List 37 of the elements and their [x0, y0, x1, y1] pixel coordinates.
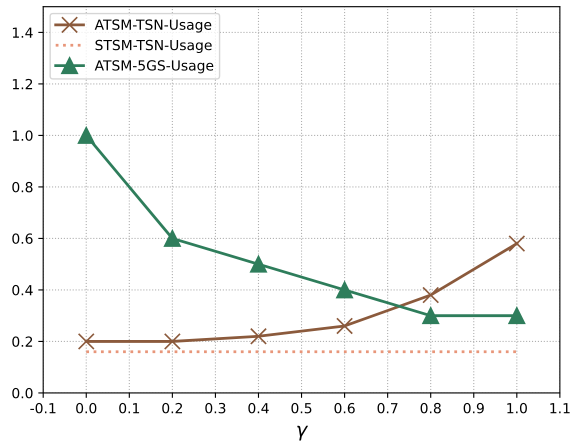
point — [250, 256, 267, 273]
x-tick-label: 0.3 — [205, 402, 226, 414]
point — [250, 328, 267, 345]
y-tick-label: 1.0 — [12, 130, 33, 141]
point — [164, 230, 181, 247]
point — [164, 332, 181, 350]
x-tick-label: 0.0 — [76, 402, 96, 414]
point — [508, 307, 526, 324]
point — [508, 235, 526, 252]
y-tick-label: 0.6 — [12, 233, 33, 244]
x-tick-label: 0.6 — [334, 402, 355, 414]
legend-label: STSM-TSN-Usage — [96, 40, 212, 53]
y-tick-label: 1.4 — [12, 28, 33, 38]
x-tick-label: 0.7 — [378, 402, 398, 414]
point — [78, 126, 95, 144]
y-tick-label: 0.0 — [12, 388, 33, 398]
x-tick-label: 0.1 — [119, 402, 140, 414]
y-tick-label: 0.4 — [12, 284, 33, 296]
x-tick-label: 0.8 — [420, 402, 441, 414]
point — [422, 286, 440, 304]
legend-label: ATSM-5GS-Usage — [94, 60, 214, 74]
point — [78, 332, 95, 350]
y-tick-label: 1.2 — [12, 78, 32, 90]
point — [336, 281, 354, 298]
point — [422, 307, 440, 324]
x-tick-label: 0.4 — [248, 402, 269, 414]
point — [336, 318, 354, 334]
x-tick-label: 0.5 — [291, 402, 312, 414]
y-tick-label: 0.8 — [12, 182, 33, 192]
x-tick-label: -0.1 — [30, 402, 56, 414]
x-tick-label: 0.2 — [162, 402, 182, 414]
x-axis-title: γ — [297, 426, 308, 440]
x-tick-label: 0.9 — [464, 402, 484, 414]
x-tick-label: 1.0 — [507, 402, 527, 414]
y-tick-label: 0.2 — [12, 336, 32, 347]
legend-label: ATSM-TSN-Usage — [94, 19, 212, 33]
x-tick-label: 1.1 — [550, 403, 570, 414]
